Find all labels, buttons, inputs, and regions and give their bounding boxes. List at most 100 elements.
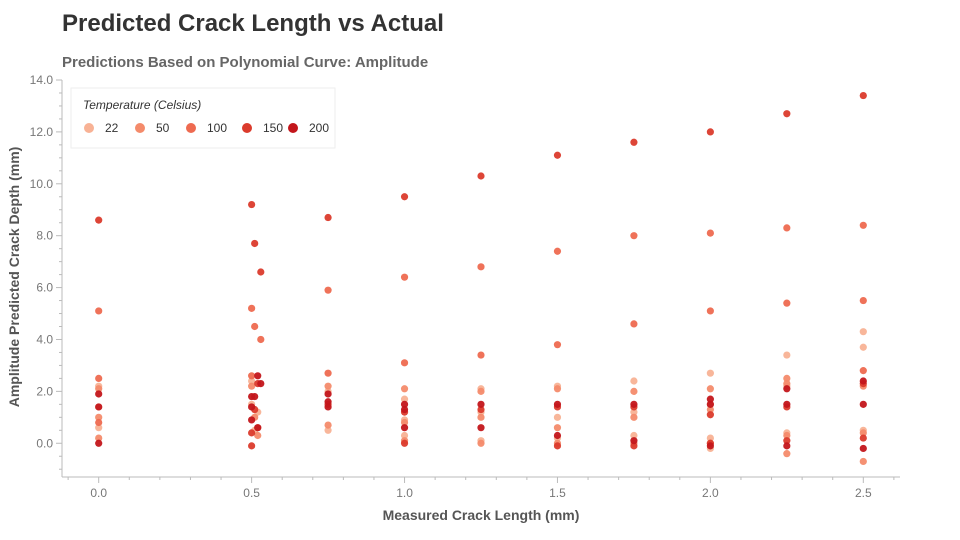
- y-axis: 0.0 2.0 4.0 6.0 8.0 10.0 12.0 14.0: [30, 73, 63, 477]
- data-point-150: [248, 429, 256, 437]
- data-point-200: [553, 431, 562, 440]
- data-point-100: [477, 263, 485, 271]
- data-point-100: [630, 320, 638, 328]
- data-point-100: [251, 322, 259, 331]
- data-point-200: [400, 405, 409, 414]
- data-point-100: [706, 229, 714, 237]
- data-point-200: [783, 385, 791, 393]
- data-point-150: [324, 213, 332, 222]
- data-point-150: [783, 437, 791, 445]
- legend-swatch-100: [186, 123, 196, 133]
- y-axis-title: Amplitude Predicted Crack Depth (mm): [6, 147, 22, 408]
- data-point-200: [324, 403, 332, 411]
- data-point-50: [324, 382, 332, 390]
- data-point-200: [324, 398, 332, 406]
- data-point-200: [706, 442, 714, 450]
- y-tick-label: 10.0: [30, 177, 54, 191]
- chart-subtitle: Predictions Based on Polynomial Curve: A…: [62, 54, 429, 71]
- legend-title: Temperature (Celsius): [83, 98, 201, 112]
- legend-label-100: 100: [207, 121, 227, 135]
- data-point-150: [400, 193, 409, 201]
- data-point-200: [257, 379, 265, 388]
- data-point-50: [95, 413, 103, 421]
- data-point-50: [553, 385, 562, 393]
- data-point-50: [553, 424, 562, 432]
- data-point-50: [859, 457, 867, 466]
- data-point-100: [95, 374, 103, 382]
- data-point-150: [248, 442, 256, 450]
- y-tick-label: 0.0: [36, 436, 53, 450]
- data-point-22: [324, 426, 332, 434]
- x-tick-label: 2.0: [702, 486, 719, 500]
- legend-label-22: 22: [105, 121, 119, 135]
- data-point-50: [630, 413, 638, 421]
- data-point-150: [783, 110, 791, 118]
- data-point-100: [553, 247, 562, 255]
- data-points: [95, 91, 867, 466]
- x-tick-label: 1.0: [396, 486, 413, 500]
- data-point-100: [706, 307, 714, 315]
- data-point-200: [859, 400, 867, 408]
- y-tick-label: 8.0: [36, 229, 53, 243]
- data-point-200: [95, 439, 103, 447]
- data-point-50: [254, 431, 262, 440]
- data-point-150: [553, 442, 562, 450]
- data-point-50: [477, 413, 485, 421]
- data-point-22: [400, 431, 409, 440]
- data-point-50: [400, 385, 409, 393]
- data-point-150: [251, 239, 259, 248]
- y-tick-label: 14.0: [30, 73, 54, 87]
- data-point-22: [706, 434, 714, 442]
- legend-box: [70, 87, 336, 149]
- data-point-22: [859, 343, 867, 351]
- data-point-100: [400, 359, 409, 367]
- data-point-150: [257, 268, 265, 276]
- legend: Temperature (Celsius) 22 50 100 150 200: [70, 87, 336, 149]
- y-tick-label: 4.0: [36, 332, 53, 346]
- y-tick-label: 2.0: [36, 384, 53, 398]
- data-point-100: [477, 351, 485, 359]
- data-point-100: [248, 372, 256, 380]
- data-point-200: [630, 400, 638, 408]
- data-point-200: [477, 400, 485, 408]
- data-point-100: [630, 232, 638, 240]
- data-point-200: [783, 442, 791, 450]
- data-point-100: [783, 299, 791, 307]
- data-point-150: [859, 91, 867, 100]
- data-point-200: [859, 377, 867, 385]
- data-point-100: [783, 224, 791, 232]
- data-point-100: [400, 273, 409, 281]
- data-point-22: [783, 351, 791, 359]
- data-point-50: [95, 434, 103, 442]
- data-point-100: [324, 286, 332, 294]
- legend-label-50: 50: [156, 121, 170, 135]
- data-point-50: [859, 429, 867, 437]
- data-point-22: [630, 431, 638, 440]
- y-tick-label: 6.0: [36, 281, 53, 295]
- data-point-100: [257, 335, 265, 344]
- legend-swatch-50: [135, 123, 145, 133]
- data-point-50: [783, 379, 791, 388]
- data-point-150: [477, 405, 485, 414]
- data-point-150: [553, 151, 562, 159]
- data-point-50: [477, 387, 485, 395]
- chart-title: Predicted Crack Length vs Actual: [62, 10, 444, 37]
- data-point-22: [95, 424, 103, 432]
- legend-items: 22 50 100 150 200: [84, 121, 329, 135]
- data-point-50: [630, 387, 638, 395]
- data-point-50: [95, 385, 103, 393]
- data-point-22: [553, 413, 562, 421]
- data-point-50: [400, 418, 409, 427]
- data-point-200: [254, 424, 262, 432]
- legend-swatch-150: [242, 123, 252, 133]
- x-tick-label: 0.0: [90, 486, 107, 500]
- data-point-150: [477, 172, 485, 180]
- data-point-100: [859, 221, 867, 229]
- data-point-200: [248, 416, 256, 424]
- legend-label-150: 150: [263, 121, 283, 135]
- data-point-50: [324, 421, 332, 429]
- data-point-22: [248, 377, 256, 385]
- x-axis-title: Measured Crack Length (mm): [383, 507, 580, 523]
- data-point-150: [706, 128, 714, 136]
- legend-swatch-200: [288, 123, 298, 133]
